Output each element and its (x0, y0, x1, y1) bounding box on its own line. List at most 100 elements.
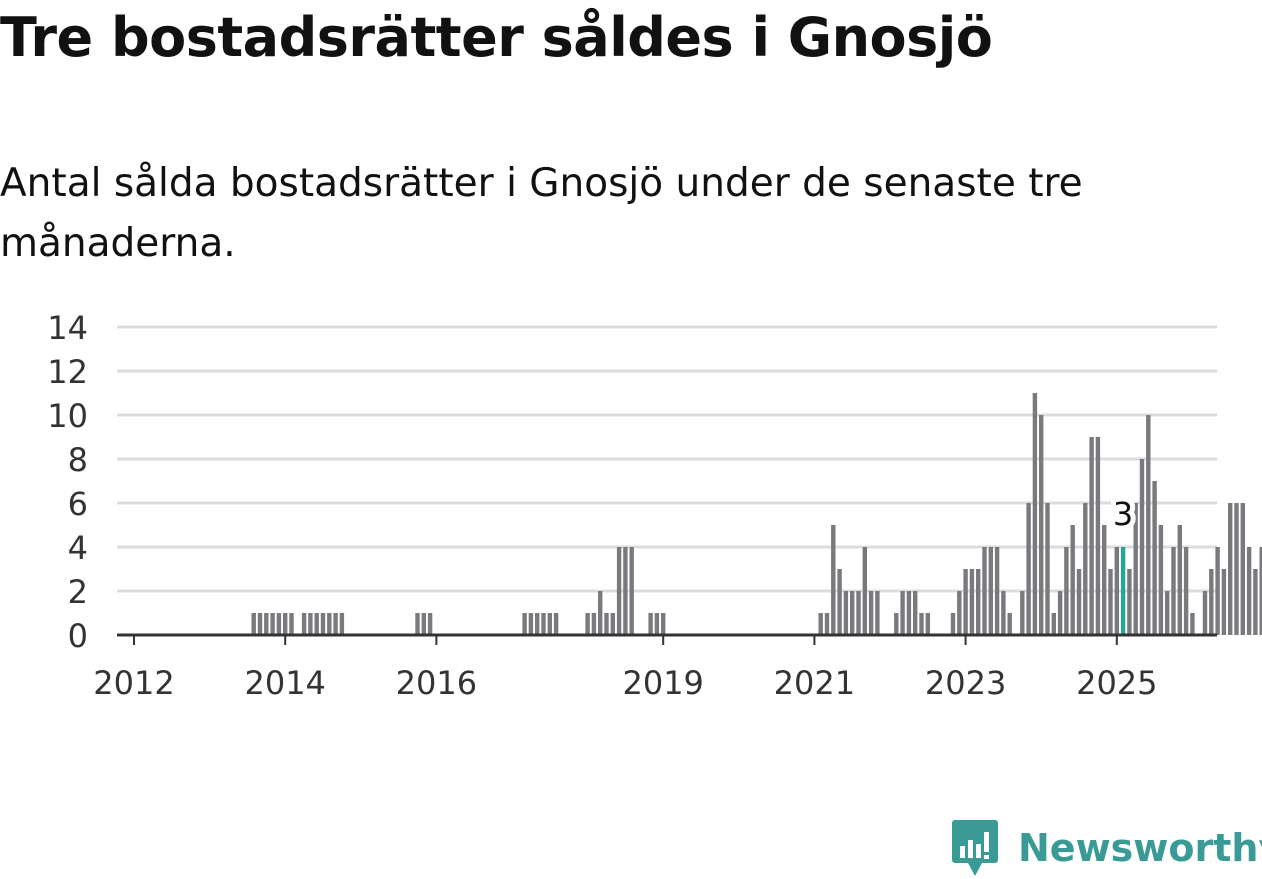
bar (906, 591, 912, 635)
annotations: 33 (1108, 490, 1138, 538)
bar (276, 613, 282, 635)
bar (598, 591, 603, 635)
bar (553, 613, 559, 635)
bar (610, 613, 615, 635)
bar (1202, 591, 1208, 635)
bar (339, 613, 345, 635)
bar (314, 613, 319, 635)
bar (994, 547, 1000, 635)
x-tick-label: 2014 (244, 664, 325, 702)
bar (1259, 547, 1262, 635)
x-tick-label: 2012 (93, 664, 174, 702)
bar (270, 613, 275, 635)
brand-name: Newsworthy (1018, 826, 1262, 870)
bar (894, 613, 899, 635)
bar-highlight (1120, 547, 1126, 635)
y-tick-label: 6 (68, 485, 88, 523)
bar (1215, 547, 1220, 635)
y-tick-label: 12 (47, 353, 88, 391)
bar (421, 613, 426, 635)
bar (1032, 393, 1038, 635)
bar (1083, 503, 1088, 635)
bar (1158, 525, 1164, 635)
chart-title: Tre bostadsrätter såldes i Gnosjö (0, 6, 993, 69)
bar (1045, 503, 1050, 635)
bar (1190, 613, 1195, 635)
bar (969, 569, 975, 635)
bar (850, 591, 855, 635)
y-tick-label: 0 (68, 617, 88, 655)
bar (1240, 503, 1245, 635)
bar (333, 613, 338, 635)
bar (818, 613, 823, 635)
bar (415, 613, 420, 635)
bar (661, 613, 666, 635)
bar (831, 525, 836, 635)
bar (1146, 415, 1151, 635)
bar (1171, 547, 1176, 635)
highlight-value-label: 3 (1113, 495, 1133, 533)
newsworthy-logo: Newsworthy (950, 818, 1262, 878)
bar (1020, 591, 1025, 635)
bar (1039, 415, 1044, 635)
bar (654, 613, 660, 635)
bar (868, 591, 874, 635)
bar (629, 547, 634, 635)
bar (1064, 547, 1069, 635)
bar (251, 613, 256, 635)
bar (528, 613, 534, 635)
bar (591, 613, 597, 635)
bar (1152, 481, 1157, 635)
bar (837, 569, 842, 635)
bar (1089, 437, 1094, 635)
bar (1133, 503, 1138, 635)
chart-subtitle: Antal sålda bostadsrätter i Gnosjö under… (0, 161, 1083, 266)
bar (623, 547, 628, 635)
bar (1026, 503, 1031, 635)
grid-layer (117, 325, 1217, 593)
bar (308, 613, 313, 635)
bar (1183, 547, 1189, 635)
bar (919, 613, 924, 635)
bar (843, 591, 849, 635)
bar (289, 613, 294, 635)
bar (1209, 569, 1214, 635)
y-tick-label: 10 (47, 397, 88, 435)
bar (616, 547, 622, 635)
x-tick-label: 2021 (774, 664, 855, 702)
bars (251, 393, 1262, 635)
highlight-label-halo: 3 (1113, 495, 1133, 533)
bar (1007, 613, 1012, 635)
bar (541, 613, 546, 635)
bar (1057, 591, 1063, 635)
bar (604, 613, 609, 635)
bar (1165, 591, 1170, 635)
bar (1246, 547, 1252, 635)
bar (301, 613, 307, 635)
bar (976, 569, 981, 635)
bar (1221, 569, 1227, 635)
bar (963, 569, 968, 635)
bar (925, 613, 930, 635)
x-tick-label: 2019 (622, 664, 703, 702)
bar (320, 613, 326, 635)
bar (1051, 613, 1056, 635)
bar (1001, 591, 1006, 635)
bar (522, 613, 527, 635)
bar (1102, 525, 1107, 635)
bar (900, 591, 905, 635)
bar-chart: 0 2 4 6 8 10 12 14 2012 2014 2016 2019 2021 2023 2025… (47, 309, 1262, 702)
bar (648, 613, 653, 635)
bar (862, 547, 867, 635)
bar (875, 591, 880, 635)
bar (913, 591, 918, 635)
y-tick-label: 8 (68, 441, 88, 479)
bar (1114, 547, 1119, 635)
x-tick-label: 2023 (925, 664, 1006, 702)
bar (988, 547, 993, 635)
x-tick-label: 2025 (1076, 664, 1157, 702)
bar (1095, 437, 1101, 635)
bar (982, 547, 987, 635)
bar (427, 613, 433, 635)
bar (950, 613, 956, 635)
